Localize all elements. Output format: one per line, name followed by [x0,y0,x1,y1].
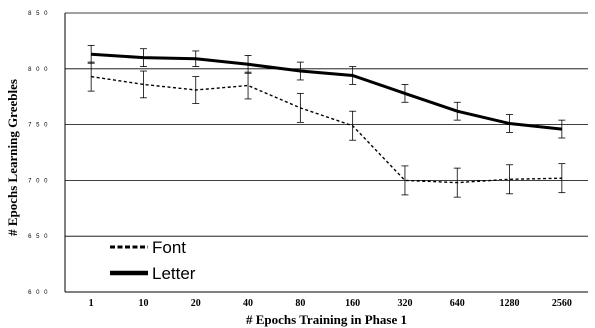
x-tick-label: 640 [450,298,465,309]
x-tick-labels: 1 10 20 40 80 160 320 640 1280 2560 [89,298,572,309]
series-lines [91,52,562,184]
legend-label-font: Font [152,238,186,257]
x-tick-label: 320 [397,298,412,309]
legend-label-letter: Letter [152,264,196,283]
error-bar-font [139,70,147,99]
error-bar-font [558,163,566,194]
x-tick-label: 20 [191,298,201,309]
x-axis-title: # Epochs Training in Phase 1 [246,312,407,327]
error-bar-font [296,92,304,123]
x-tick-label: 1280 [500,298,520,309]
error-bar-letter [558,119,566,139]
error-bar-font [506,164,514,195]
error-bar-letter [244,55,252,74]
series-line-font [91,75,562,184]
error-bar-letter [349,66,357,85]
y-axis-title: # Epochs Learning Greebles [5,79,20,236]
error-bar-letter [296,61,304,81]
error-bar-letter [506,114,514,133]
error-bar-font [349,110,357,141]
y-tick-label: 8 5 0 [28,11,49,17]
y-tick-label: 7 5 0 [28,123,49,129]
error-bar-letter [401,84,409,103]
x-tick-label: 40 [243,298,253,309]
error-bar-font [192,76,200,104]
axes [64,13,588,293]
x-tick-label: 1 [89,298,94,309]
error-bar-font [453,167,461,198]
error-bar-letter [139,48,147,67]
y-tick-label: 6 0 0 [28,290,49,296]
series-line-letter [91,52,562,131]
error-bar-letter [192,50,200,67]
x-tick-label: 80 [295,298,305,309]
x-tick-label: 160 [345,298,360,309]
error-bars [87,44,566,198]
y-tick-label: 8 0 0 [28,67,49,73]
x-tick-label: 2560 [552,298,572,309]
error-bar-font [401,165,409,196]
y-tick-label: 6 5 0 [28,234,49,240]
y-tick-labels: 6 0 0 6 5 0 7 0 0 7 5 0 8 0 0 8 5 0 [28,11,49,296]
error-bar-letter [453,101,461,121]
x-tick-label: 10 [138,298,148,309]
y-tick-label: 7 0 0 [28,178,49,184]
error-bar-letter [87,44,95,64]
legend: Font Letter [110,238,196,283]
